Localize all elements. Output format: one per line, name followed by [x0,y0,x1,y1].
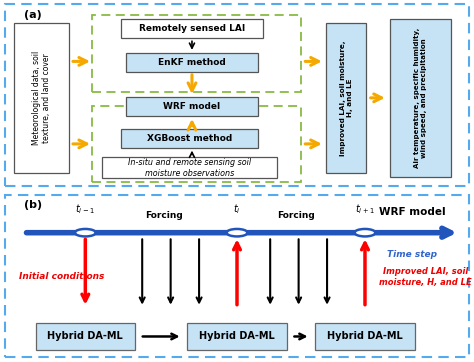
Text: Remotely sensed LAI: Remotely sensed LAI [139,24,245,33]
Text: Forcing: Forcing [277,211,315,220]
Text: $t_{i+1}$: $t_{i+1}$ [355,202,375,216]
Circle shape [75,229,96,236]
Circle shape [355,229,375,236]
FancyBboxPatch shape [36,323,135,350]
Text: Forcing: Forcing [145,211,182,220]
Text: (b): (b) [24,201,42,210]
FancyBboxPatch shape [121,19,263,38]
Text: Air temperature, specific humidity,
wind speed, and precipitation: Air temperature, specific humidity, wind… [414,28,427,168]
Text: Hybrid DA-ML: Hybrid DA-ML [199,332,275,341]
Text: In-situ and remote sensing soil
moisture observations: In-situ and remote sensing soil moisture… [128,158,251,178]
Text: Hybrid DA-ML: Hybrid DA-ML [327,332,403,341]
Text: Time step: Time step [387,250,438,259]
Text: WRF model: WRF model [164,102,220,111]
Text: $t_{i-1}$: $t_{i-1}$ [75,202,95,216]
Text: WRF model: WRF model [379,207,446,217]
Text: EnKF method: EnKF method [158,58,226,67]
FancyBboxPatch shape [126,53,258,72]
FancyBboxPatch shape [315,323,415,350]
Text: Hybrid DA-ML: Hybrid DA-ML [47,332,123,341]
Text: Meteorological data, soil
texture, and land cover: Meteorological data, soil texture, and l… [32,51,51,145]
FancyBboxPatch shape [121,129,258,148]
FancyBboxPatch shape [187,323,287,350]
FancyBboxPatch shape [390,19,451,177]
Text: $t_i$: $t_i$ [233,202,241,216]
FancyBboxPatch shape [14,23,69,173]
Text: Improved LAI, soil moisture,
H, and LE: Improved LAI, soil moisture, H, and LE [340,40,353,156]
Text: Improved LAI, soil
moisture, H, and LE: Improved LAI, soil moisture, H, and LE [379,267,472,287]
FancyBboxPatch shape [126,97,258,116]
Text: XGBoost method: XGBoost method [147,134,232,143]
Text: (a): (a) [24,10,41,20]
FancyBboxPatch shape [326,23,366,173]
Circle shape [227,229,247,236]
Text: Initial conditions: Initial conditions [19,273,104,281]
FancyBboxPatch shape [102,157,277,178]
